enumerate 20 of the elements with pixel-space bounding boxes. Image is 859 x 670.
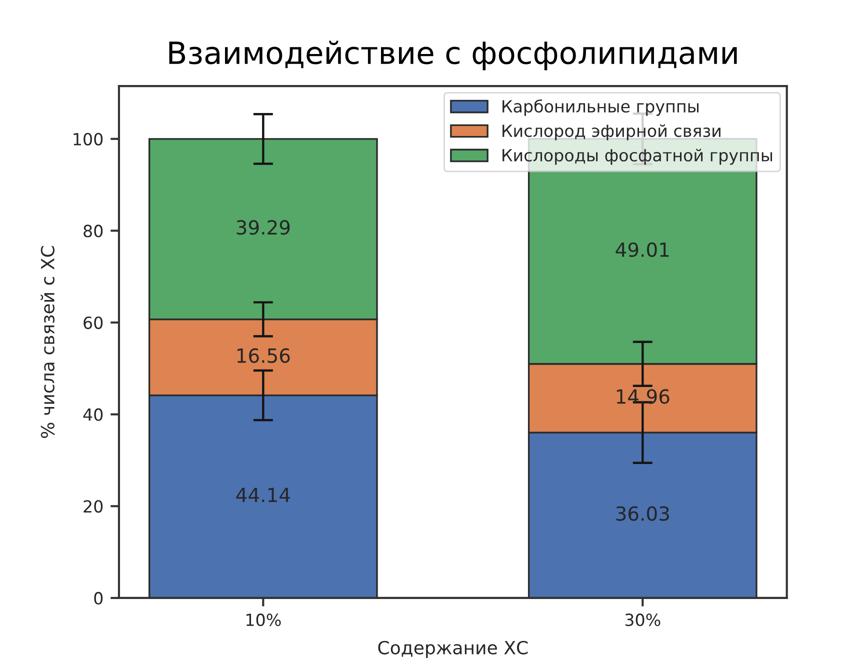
x-tick-label: 10%	[246, 614, 281, 626]
data-label: 44.14	[236, 488, 290, 502]
data-label: 39.29	[236, 220, 290, 235]
legend-label: Кислород эфирной связи	[502, 124, 720, 140]
data-label: 14.96	[616, 389, 670, 404]
data-label: 49.01	[616, 242, 669, 258]
y-tick-label: 40	[83, 408, 103, 421]
legend-label: Кислороды фосфатной группы	[502, 148, 772, 165]
y-tick-label: 20	[84, 500, 103, 513]
x-tick-label: 30%	[625, 614, 660, 626]
y-axis-title: % числа связей с ХС	[40, 246, 54, 438]
chart-title: Взаимодействие с фосфолипидами	[169, 40, 737, 70]
data-label: 16.56	[237, 348, 290, 363]
y-tick-label: 0	[94, 592, 103, 605]
x-axis-title: Содержание ХС	[378, 640, 528, 658]
y-tick-label: 100	[74, 132, 103, 146]
data-label: 36.03	[616, 506, 669, 521]
y-tick-label: 80	[84, 224, 103, 238]
legend-label: Карбонильные группы	[502, 99, 698, 116]
y-tick-label: 60	[84, 316, 103, 330]
